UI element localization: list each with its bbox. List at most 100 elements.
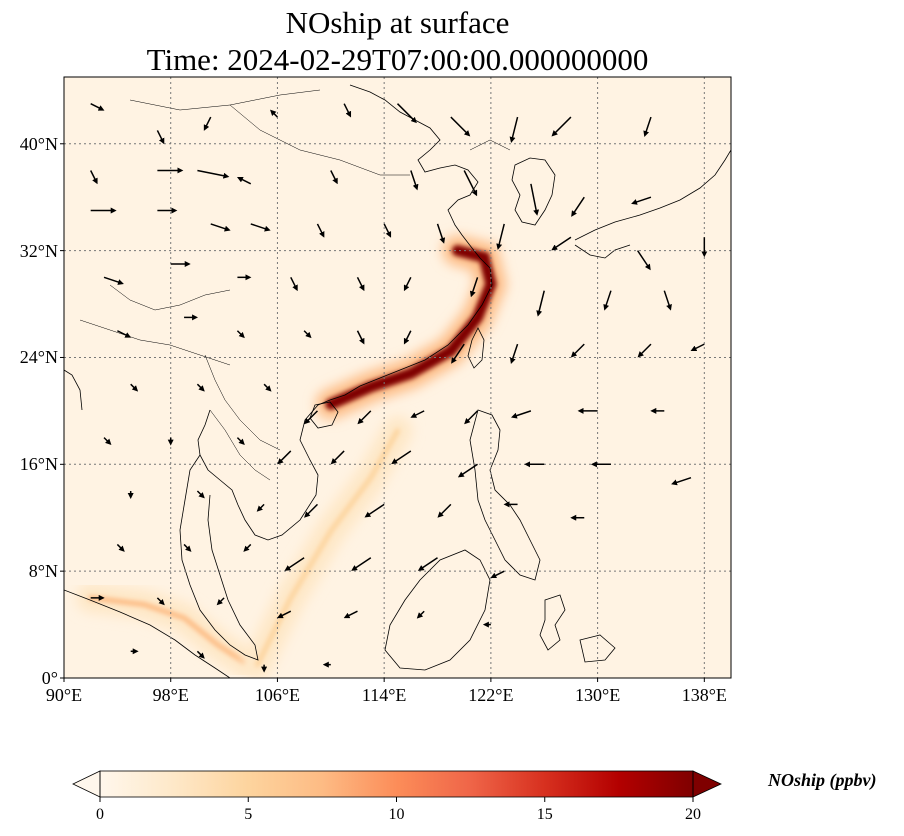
concentration-band [325, 245, 497, 410]
wind-vector [276, 610, 292, 619]
wind-vector [270, 109, 278, 118]
colorbar-tick-label: 15 [536, 806, 553, 823]
wind-vector [496, 223, 505, 250]
wind-vector [636, 250, 651, 271]
chart-subtitle-time: Time: 2024-02-29T07:00:00.000000000 [146, 42, 649, 77]
wind-vector [396, 103, 417, 124]
colorbar-tick-label: 5 [244, 806, 253, 823]
wind-vector [451, 343, 465, 364]
wind-vector [116, 543, 125, 552]
wind-vector [304, 410, 318, 425]
map-gridlines [64, 77, 731, 678]
wind-vector [603, 290, 612, 311]
colorbar [72, 770, 722, 802]
latitude-tick-label: 16°N [19, 454, 58, 475]
wind-vector [357, 410, 372, 425]
wind-vector [250, 223, 271, 232]
wind-vector [256, 503, 265, 512]
wind-vector [304, 503, 318, 518]
wind-vector [330, 170, 338, 185]
colorbar-tick-label: 20 [685, 806, 701, 823]
wind-vector [637, 343, 652, 358]
wind-vector [690, 343, 705, 352]
wind-vectors [90, 103, 708, 673]
wind-vector [196, 383, 205, 392]
wind-vector [551, 236, 572, 251]
colorbar-tick-label: 0 [96, 806, 104, 823]
wind-vector [410, 410, 425, 418]
wind-vector [403, 276, 412, 292]
wind-vector [364, 503, 385, 518]
longitude-tick-label: 98°E [152, 685, 189, 705]
wind-vector [631, 196, 652, 205]
longitude-tick-label: 122°E [468, 685, 514, 705]
concentration-band [254, 428, 400, 668]
wind-vector [416, 610, 425, 619]
wind-vector [383, 223, 392, 238]
wind-vector [511, 410, 532, 419]
wind-vector [210, 223, 231, 232]
wind-vector [277, 450, 292, 465]
wind-vector [203, 116, 212, 131]
wind-vector [90, 170, 98, 185]
wind-vector [183, 543, 192, 552]
colorbar-ticks [99, 797, 694, 802]
wind-vector [509, 116, 519, 144]
map-frame [63, 76, 732, 679]
colorbar-extend-min [72, 770, 101, 798]
wind-vector [410, 170, 419, 191]
latitude-tick-label: 24°N [19, 347, 58, 368]
wind-vector [290, 276, 298, 292]
wind-vector [536, 290, 545, 317]
wind-vector [343, 610, 358, 619]
colorbar-label: NOship (ppbv) [768, 770, 877, 790]
wind-vector [330, 450, 345, 465]
wind-vector [196, 650, 205, 659]
wind-vector [343, 103, 352, 118]
wind-vector [284, 557, 305, 571]
wind-vector [351, 557, 372, 571]
wind-vector [671, 476, 692, 486]
wind-vector [236, 176, 252, 185]
wind-vector [156, 130, 165, 145]
noship-concentration-field [75, 235, 507, 678]
wind-vector [197, 169, 230, 179]
colorbar-gradient [100, 771, 693, 797]
colorbar-extend-max [692, 770, 722, 798]
wind-vector [103, 276, 124, 285]
wind-vector [216, 597, 225, 606]
wind-vector [90, 103, 105, 111]
wind-vector [356, 276, 365, 292]
colorbar-tick-label: 10 [388, 806, 405, 823]
wind-vector [663, 290, 672, 311]
wind-vector [236, 330, 245, 339]
wind-vector [463, 170, 478, 197]
wind-vector [457, 463, 478, 478]
latitude-tick-label: 8°N [28, 561, 58, 582]
wind-vector [303, 330, 312, 339]
wind-vector [117, 330, 132, 338]
longitude-tick-label: 106°E [254, 685, 301, 705]
wind-vector [316, 223, 325, 238]
wind-vector [570, 343, 585, 358]
wind-vector [196, 490, 205, 499]
wind-vector [490, 570, 505, 579]
wind-vector [130, 383, 139, 392]
wind-vector [450, 116, 471, 137]
wind-vector [236, 437, 245, 446]
wind-vector [509, 343, 519, 365]
map-plot-area [64, 77, 731, 678]
longitude-tick-label: 114°E [361, 685, 407, 705]
wind-vector [643, 116, 652, 137]
longitude-tick-label: 130°E [574, 685, 621, 705]
wind-vector [403, 330, 412, 345]
wind-vector [391, 450, 412, 465]
wind-vector [243, 543, 252, 552]
wind-vector [156, 597, 165, 606]
latitude-tick-label: 32°N [19, 240, 58, 261]
concentration-band [88, 595, 247, 665]
wind-vector [469, 277, 479, 298]
longitude-tick-label: 138°E [681, 685, 727, 705]
wind-vector [103, 437, 112, 446]
